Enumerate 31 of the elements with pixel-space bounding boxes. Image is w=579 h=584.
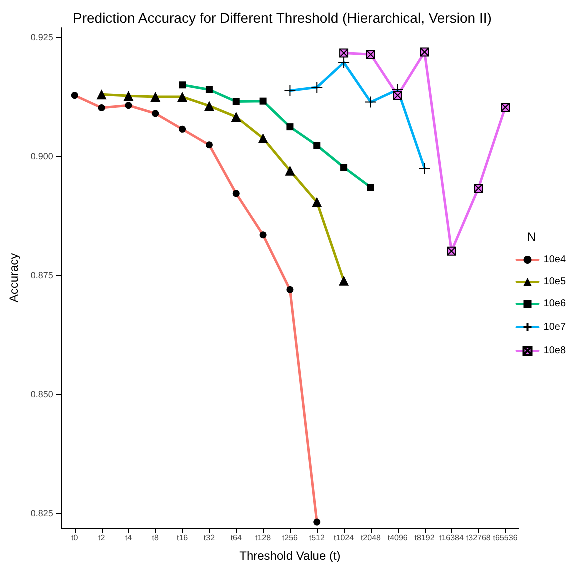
x-tick-label: t2	[98, 534, 106, 542]
x-tick-label: t512	[309, 534, 326, 542]
legend-label: 10e7	[544, 322, 566, 333]
legend-label: 10e4	[544, 254, 566, 266]
x-tick-label: t32768	[466, 534, 492, 542]
y-tick-label: 0.875	[30, 270, 54, 281]
x-tick-label: t256	[282, 534, 299, 542]
x-tick-label: t65536	[493, 534, 518, 542]
y-tick-label: 0.825	[30, 508, 54, 519]
x-tick-label: t64	[230, 534, 242, 542]
x-tick-label: t4096	[388, 534, 408, 542]
legend-title: N	[527, 230, 536, 244]
x-tick-label: t1024	[334, 534, 355, 542]
y-tick-label: 0.900	[30, 152, 54, 162]
legend-label: 10e6	[544, 298, 566, 310]
legend-label: 10e8	[544, 346, 566, 356]
x-tick-label: t2048	[360, 534, 382, 542]
x-tick-label: t8	[152, 534, 160, 542]
y-tick-label: 0.925	[30, 32, 54, 43]
chart-title: Prediction Accuracy for Different Threshold (Hierarchical, Version II)	[73, 10, 492, 26]
x-tick-label: t128	[256, 534, 272, 542]
x-tick-label: t4	[125, 534, 133, 542]
x-tick-label: t16	[176, 534, 189, 542]
x-tick-label: t16384	[439, 534, 464, 542]
y-axis-title: Accuracy	[7, 253, 21, 303]
x-tick-label: t32	[204, 534, 216, 542]
y-tick-label: 0.850	[30, 390, 54, 400]
legend-label: 10e5	[544, 276, 566, 288]
x-tick-label: t8192	[414, 534, 436, 542]
x-tick-label: t0	[72, 534, 79, 542]
x-axis-title: Threshold Value (t)	[240, 549, 341, 563]
